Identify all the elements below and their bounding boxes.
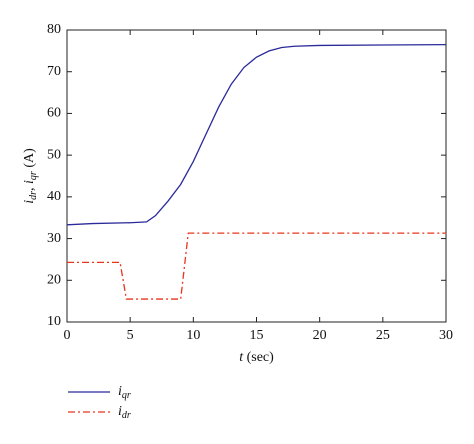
y-tick-label: 60 (47, 106, 61, 121)
plot-frame (66, 29, 447, 323)
y-label-part: qr (28, 171, 39, 180)
x-tick-label: 5 (127, 328, 134, 343)
legend-label: idr (118, 404, 131, 421)
y-label-part: i (22, 180, 37, 184)
y-label-part: , (22, 184, 37, 191)
y-tick-label: 40 (47, 189, 61, 204)
x-tick-label: 0 (64, 328, 71, 343)
y-tick-label: 80 (47, 22, 61, 37)
x-axis-label: t (sec) (239, 350, 274, 365)
line (66, 43, 447, 226)
x-label-part: t (239, 350, 244, 365)
x-tick-label: 20 (313, 328, 327, 343)
y-tick-label: 70 (47, 64, 61, 79)
y-tick-label: 20 (47, 273, 61, 288)
x-label-part: (sec) (243, 350, 274, 365)
x-tick-label: 10 (186, 328, 200, 343)
x-tick-label: 15 (250, 328, 264, 343)
y-tick-label: 30 (47, 231, 61, 246)
y-label-part: i (22, 200, 37, 204)
y-tick-label: 50 (47, 147, 61, 162)
x-tick-label: 30 (439, 328, 453, 343)
line (67, 232, 446, 300)
y-tick-label: 10 (47, 314, 61, 329)
legend-label: iqr (118, 384, 131, 401)
y-label-part: (A) (22, 148, 37, 171)
y-axis-label: idr, iqr (A) (22, 148, 39, 204)
y-label-part: dr (28, 191, 39, 200)
x-tick-label: 25 (376, 328, 390, 343)
